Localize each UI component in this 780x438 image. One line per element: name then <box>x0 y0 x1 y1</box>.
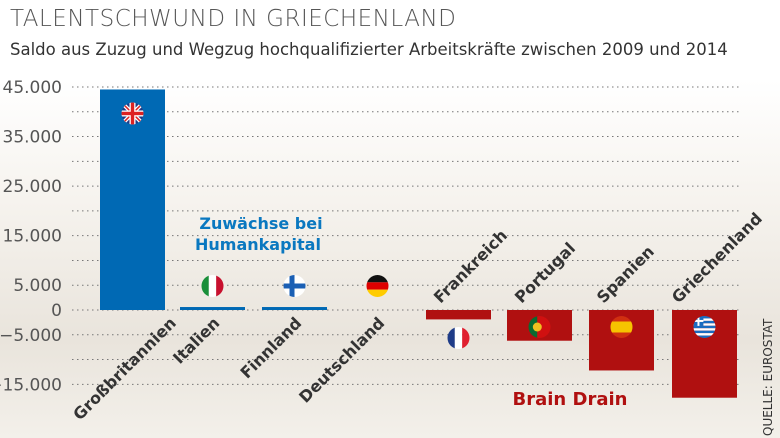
bar-it <box>180 307 245 310</box>
category-label: Deutschland <box>295 313 388 406</box>
y-tick-label: 45.000 <box>3 78 62 98</box>
flag-es-icon <box>610 316 633 338</box>
flag-fi-icon <box>283 275 306 297</box>
annotation-positive: Zuwächse bei <box>199 214 322 233</box>
bar-uk <box>100 89 165 310</box>
flag-gr-icon <box>693 316 716 338</box>
flag-de-icon <box>366 275 389 297</box>
y-tick-label: 25.000 <box>3 177 62 197</box>
flag-uk-icon <box>121 102 144 125</box>
category-label: Italien <box>169 313 223 367</box>
bar-fr <box>426 310 491 320</box>
flag-fr-icon <box>447 327 470 349</box>
y-tick-label: −5.000 <box>0 326 62 346</box>
flag-pt-icon <box>528 316 551 338</box>
chart-title: TALENTSCHWUND IN GRIECHENLAND <box>10 6 457 32</box>
bar-fi <box>262 307 327 310</box>
category-label: Frankreich <box>430 226 511 307</box>
y-tick-label: 0 <box>51 301 62 321</box>
flag-it-icon <box>201 275 224 297</box>
source-note: QUELLE: EUROSTAT <box>761 318 775 436</box>
annotation-negative: Brain Drain <box>513 389 628 410</box>
category-label: Finnland <box>237 313 306 382</box>
y-tick-label: 5.000 <box>13 276 62 296</box>
y-tick-label: 15.000 <box>3 227 62 247</box>
chart-subtitle: Saldo aus Zuzug und Wegzug hochqualifizi… <box>10 40 728 59</box>
annotation-positive: Humankapital <box>195 235 321 254</box>
category-label: Portugal <box>511 239 579 307</box>
category-label: Griechenland <box>668 209 766 307</box>
category-label: Spanien <box>593 242 658 307</box>
category-label: Großbritannien <box>69 313 180 424</box>
y-tick-label: −15.000 <box>0 375 62 395</box>
y-tick-label: 35.000 <box>3 128 62 148</box>
